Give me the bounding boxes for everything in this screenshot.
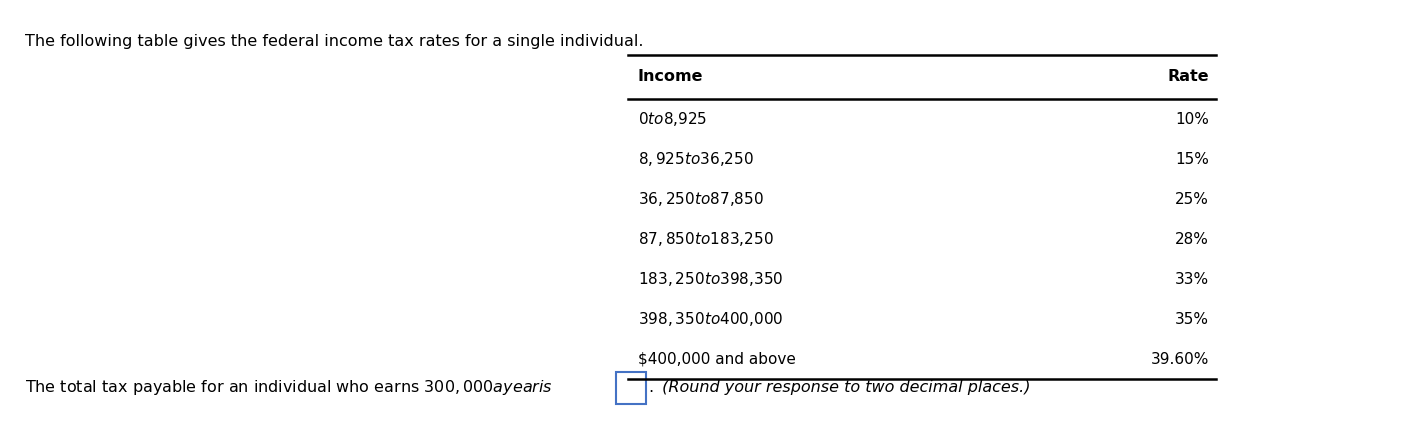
Text: 25%: 25% — [1175, 192, 1209, 207]
Text: $398,350 to $400,000: $398,350 to $400,000 — [637, 310, 783, 329]
Bar — [616, 372, 646, 404]
Text: Rate: Rate — [1168, 69, 1209, 84]
Text: 10%: 10% — [1175, 111, 1209, 126]
Text: 35%: 35% — [1175, 312, 1209, 327]
Text: .: . — [649, 381, 653, 395]
Text: Income: Income — [637, 69, 703, 84]
Text: $87,850 to $183,250: $87,850 to $183,250 — [637, 230, 773, 248]
Text: $36,250 to $87,850: $36,250 to $87,850 — [637, 190, 764, 208]
Text: 33%: 33% — [1175, 272, 1209, 287]
Text: The total tax payable for an individual who earns $300,000 a year is $: The total tax payable for an individual … — [26, 378, 553, 397]
Text: (Round your response to two decimal places.): (Round your response to two decimal plac… — [657, 381, 1031, 395]
Text: $400,000 and above: $400,000 and above — [637, 352, 796, 367]
Text: The following table gives the federal income tax rates for a single individual.: The following table gives the federal in… — [26, 34, 645, 49]
Text: 39.60%: 39.60% — [1151, 352, 1209, 367]
Text: $8,925 to $36,250: $8,925 to $36,250 — [637, 150, 754, 168]
Text: $0 to $8,925: $0 to $8,925 — [637, 110, 707, 128]
Text: 28%: 28% — [1175, 232, 1209, 247]
Text: $183,250 to $398,350: $183,250 to $398,350 — [637, 270, 783, 288]
Text: 15%: 15% — [1175, 152, 1209, 167]
